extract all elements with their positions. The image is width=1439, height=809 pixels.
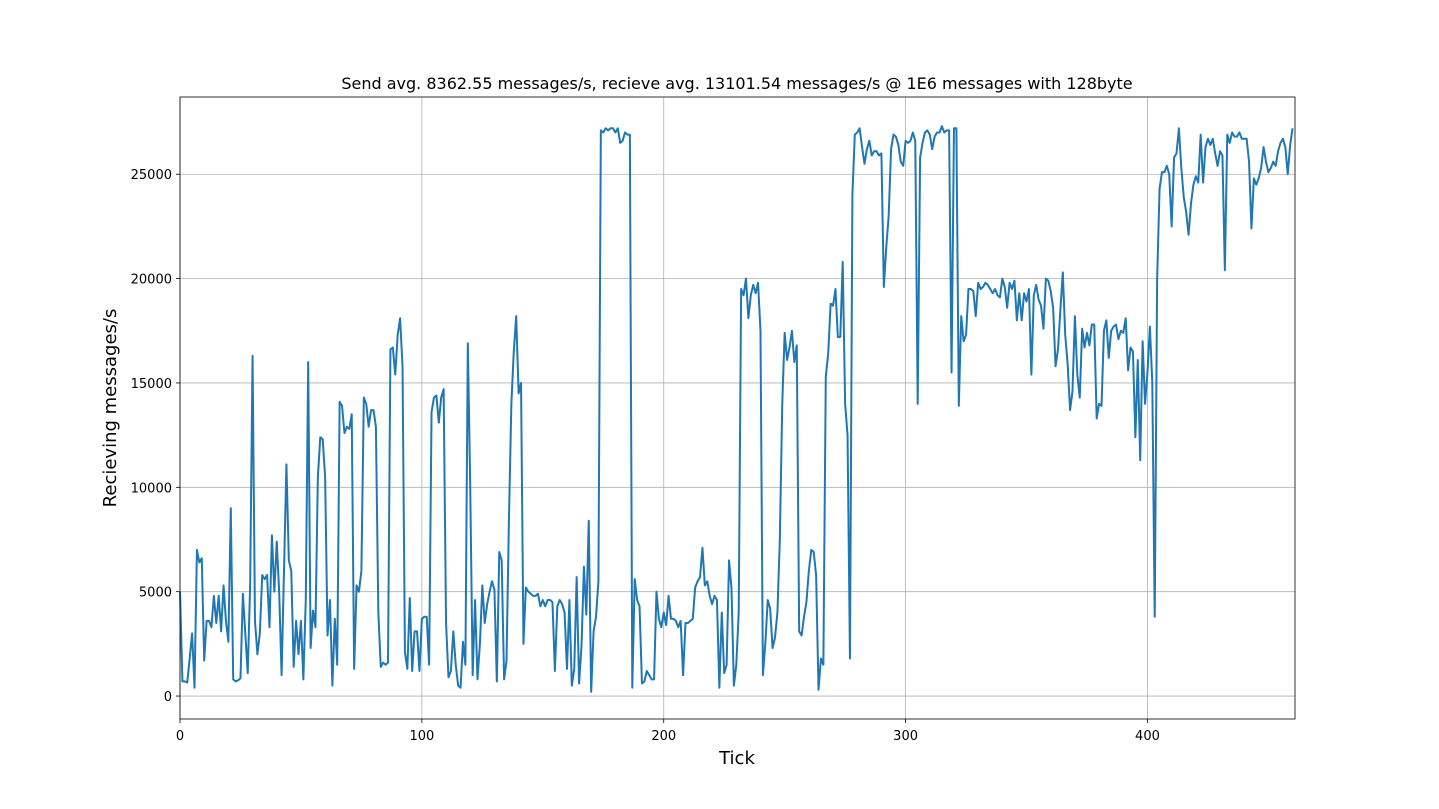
y-tick-label: 5000 (139, 586, 172, 601)
y-tick-label: 20000 (131, 273, 172, 288)
x-tick-label: 200 (651, 729, 676, 744)
data-line (179, 125, 1294, 693)
x-axis-label: Tick (718, 748, 755, 769)
y-tick-label: 0 (164, 690, 172, 705)
chart-title: Send avg. 8362.55 messages/s, recieve av… (341, 74, 1132, 93)
y-axis-label: Recieving messages/s (100, 309, 121, 508)
x-tick-label: 400 (1135, 729, 1160, 744)
x-tick-label: 0 (176, 729, 184, 744)
y-tick-label: 10000 (131, 481, 172, 496)
x-tick-label: 100 (409, 729, 434, 744)
plot-frame (179, 96, 1296, 720)
x-tick-label: 300 (893, 729, 918, 744)
y-tick-label: 15000 (131, 377, 172, 392)
y-tick-label: 25000 (131, 168, 172, 183)
